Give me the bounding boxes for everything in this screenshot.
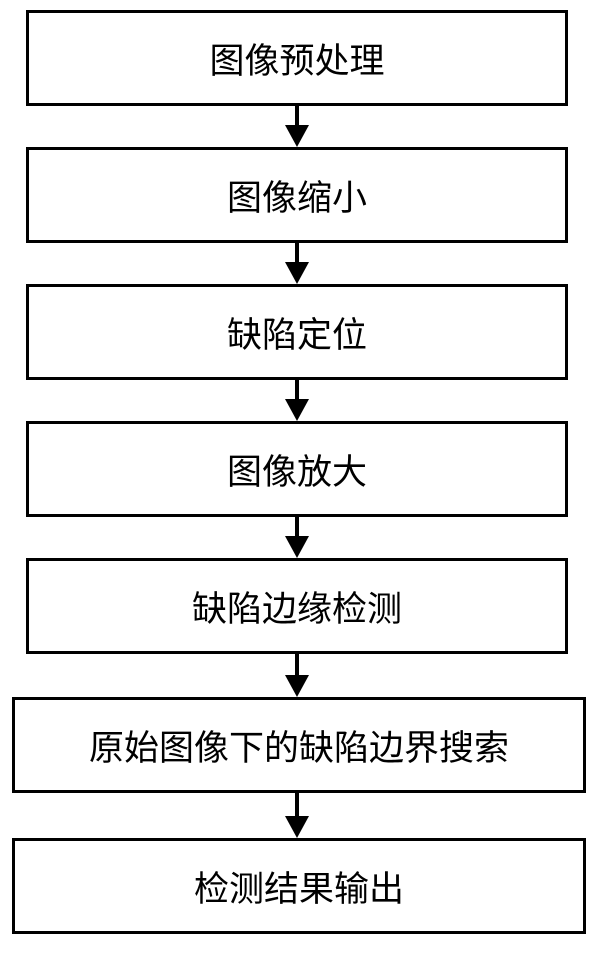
arrow-head-icon (285, 536, 309, 558)
flow-node-n2: 图像缩小 (26, 147, 568, 243)
arrow-head-icon (285, 675, 309, 697)
flow-node-label: 图像缩小 (227, 170, 367, 221)
flow-node-n4: 图像放大 (26, 421, 568, 517)
flow-node-label: 图像放大 (227, 444, 367, 495)
arrow-shaft (295, 793, 299, 816)
flow-node-label: 缺陷边缘检测 (192, 581, 402, 632)
arrow-shaft (295, 380, 299, 399)
flow-node-n3: 缺陷定位 (26, 284, 568, 380)
flow-node-n5: 缺陷边缘检测 (26, 558, 568, 654)
flow-node-label: 图像预处理 (209, 33, 384, 84)
arrow-shaft (295, 517, 299, 536)
arrow-head-icon (285, 816, 309, 838)
arrow-shaft (295, 654, 299, 675)
arrow-head-icon (285, 125, 309, 147)
flowchart-container: 图像预处理图像缩小缺陷定位图像放大缺陷边缘检测原始图像下的缺陷边界搜索检测结果输… (0, 0, 598, 979)
arrow-shaft (295, 106, 299, 125)
flow-node-n7: 检测结果输出 (12, 838, 586, 934)
arrow-shaft (295, 243, 299, 262)
flow-node-label: 缺陷定位 (227, 307, 367, 358)
arrow-head-icon (285, 262, 309, 284)
flow-node-n1: 图像预处理 (26, 10, 568, 106)
flow-node-n6: 原始图像下的缺陷边界搜索 (12, 697, 586, 793)
flow-node-label: 检测结果输出 (194, 861, 404, 912)
arrow-head-icon (285, 399, 309, 421)
flow-node-label: 原始图像下的缺陷边界搜索 (89, 720, 509, 771)
